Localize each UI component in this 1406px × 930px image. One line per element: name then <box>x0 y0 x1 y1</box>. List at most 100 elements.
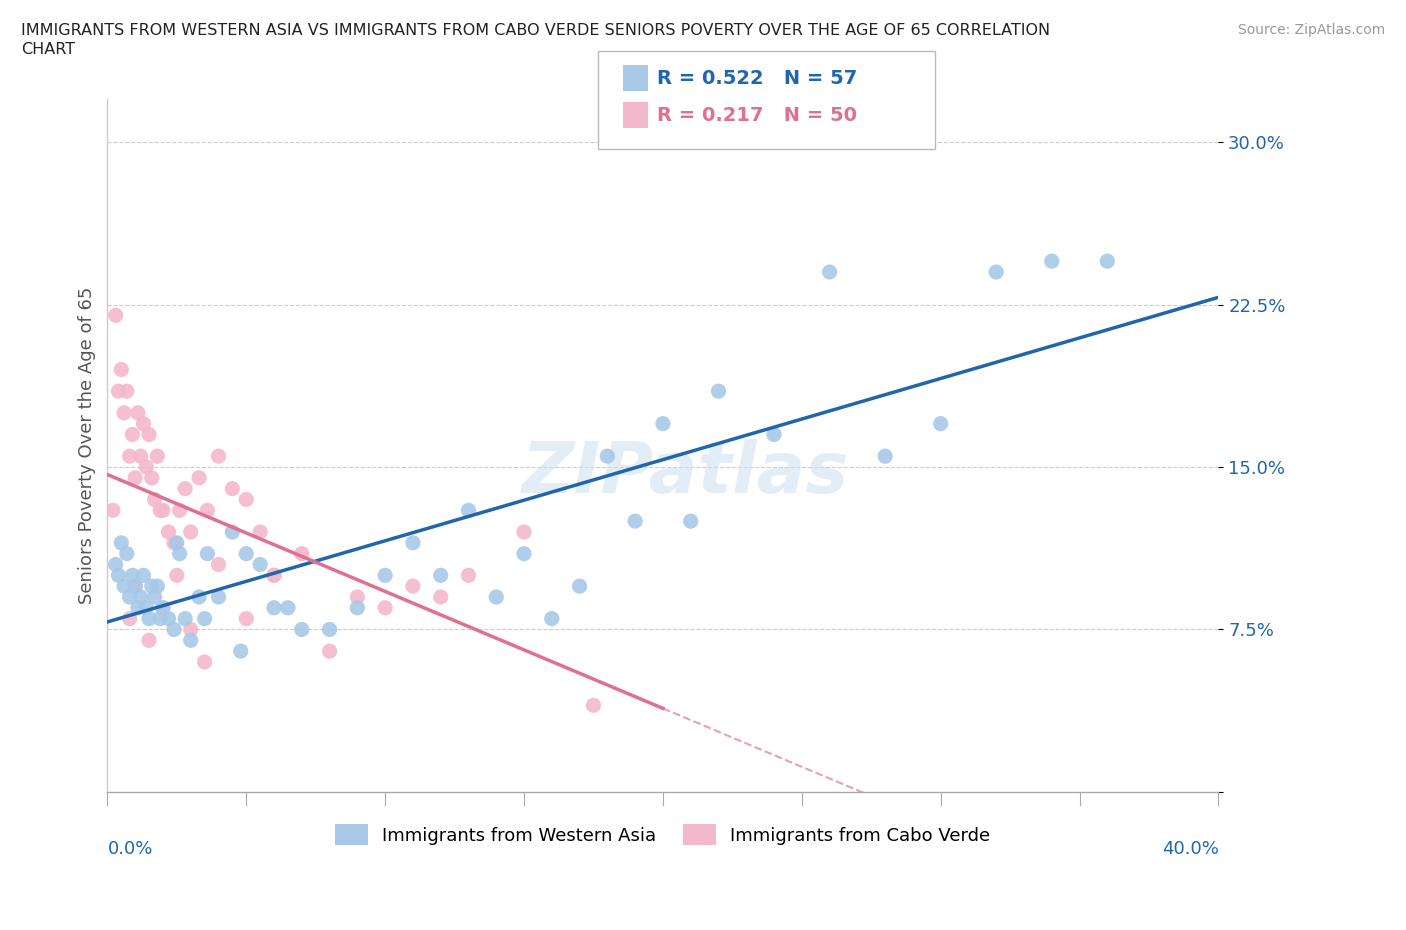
Point <box>149 611 172 626</box>
Text: 40.0%: 40.0% <box>1161 840 1219 857</box>
Text: 0.0%: 0.0% <box>107 840 153 857</box>
Point <box>124 578 146 593</box>
Point <box>485 590 508 604</box>
Point <box>180 633 202 648</box>
Point <box>221 525 243 539</box>
Point <box>180 622 202 637</box>
Point <box>104 308 127 323</box>
Point <box>195 546 218 561</box>
Text: Source: ZipAtlas.com: Source: ZipAtlas.com <box>1237 23 1385 37</box>
Point <box>138 611 160 626</box>
Point <box>121 568 143 583</box>
Point <box>163 622 186 637</box>
Point <box>513 546 536 561</box>
Point <box>166 536 188 551</box>
Point <box>457 503 479 518</box>
Point <box>124 578 146 593</box>
Point <box>651 417 673 432</box>
Point <box>229 644 252 658</box>
Point <box>143 492 166 507</box>
Legend: Immigrants from Western Asia, Immigrants from Cabo Verde: Immigrants from Western Asia, Immigrants… <box>328 817 998 852</box>
Point <box>402 536 425 551</box>
Point <box>513 525 536 539</box>
Point <box>346 590 368 604</box>
Text: ZIPatlas: ZIPatlas <box>522 439 849 508</box>
Point <box>763 427 786 442</box>
Point <box>1097 254 1119 269</box>
Point <box>188 590 211 604</box>
Point <box>235 492 257 507</box>
Point <box>146 449 169 464</box>
Point <box>291 546 314 561</box>
Point <box>135 459 157 474</box>
Point <box>124 471 146 485</box>
Point <box>318 622 340 637</box>
Point <box>207 557 229 572</box>
Point <box>188 471 211 485</box>
Point <box>129 590 152 604</box>
Point <box>115 546 138 561</box>
Point <box>138 633 160 648</box>
Text: R = 0.217   N = 50: R = 0.217 N = 50 <box>657 106 856 125</box>
Point <box>152 601 174 616</box>
Point <box>263 568 285 583</box>
Point <box>138 427 160 442</box>
Point <box>875 449 897 464</box>
Point <box>429 590 451 604</box>
Point <box>118 590 141 604</box>
Point <box>235 611 257 626</box>
Point <box>195 503 218 518</box>
Point <box>374 601 396 616</box>
Point <box>624 513 647 528</box>
Point <box>318 644 340 658</box>
Point <box>249 557 271 572</box>
Point <box>596 449 619 464</box>
Point <box>127 405 149 420</box>
Point <box>180 525 202 539</box>
Point <box>263 601 285 616</box>
Point <box>986 264 1008 279</box>
Point <box>929 417 952 432</box>
Point <box>540 611 562 626</box>
Point <box>163 536 186 551</box>
Point <box>169 546 191 561</box>
Point <box>115 384 138 399</box>
Point <box>166 568 188 583</box>
Point <box>207 590 229 604</box>
Point <box>457 568 479 583</box>
Point <box>121 427 143 442</box>
Point <box>818 264 841 279</box>
Point <box>146 578 169 593</box>
Point <box>582 698 605 712</box>
Point <box>149 503 172 518</box>
Point <box>152 601 174 616</box>
Point <box>221 481 243 496</box>
Point <box>127 601 149 616</box>
Point <box>132 417 155 432</box>
Point <box>157 525 180 539</box>
Point <box>112 578 135 593</box>
Point <box>107 568 129 583</box>
Y-axis label: Seniors Poverty Over the Age of 65: Seniors Poverty Over the Age of 65 <box>79 286 96 604</box>
Point <box>110 536 132 551</box>
Point <box>402 578 425 593</box>
Point <box>174 611 197 626</box>
Point <box>141 471 163 485</box>
Point <box>194 655 217 670</box>
Point <box>118 611 141 626</box>
Point <box>429 568 451 583</box>
Point <box>1040 254 1063 269</box>
Point <box>112 405 135 420</box>
Point <box>374 568 396 583</box>
Text: CHART: CHART <box>21 42 75 57</box>
Point <box>135 601 157 616</box>
Point <box>194 611 217 626</box>
Point <box>157 611 180 626</box>
Text: R = 0.522   N = 57: R = 0.522 N = 57 <box>657 69 856 87</box>
Point <box>291 622 314 637</box>
Point <box>141 578 163 593</box>
Point <box>263 568 285 583</box>
Point <box>679 513 702 528</box>
Point <box>207 449 229 464</box>
Point <box>143 590 166 604</box>
